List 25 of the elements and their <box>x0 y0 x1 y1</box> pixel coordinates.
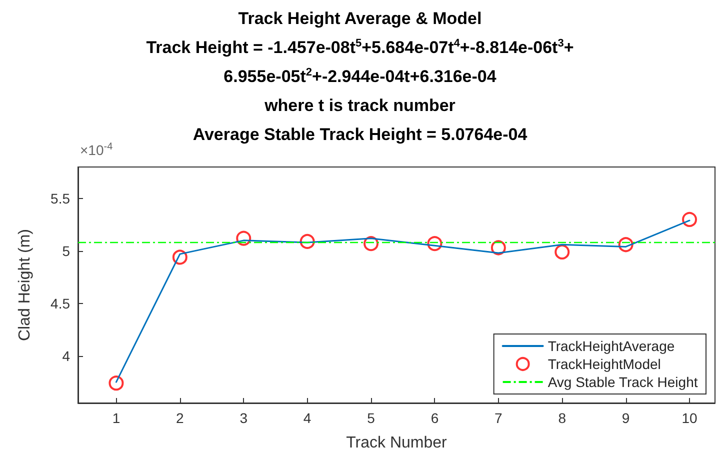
y-tick-label: 4 <box>62 348 70 364</box>
x-tick-label: 10 <box>682 410 698 426</box>
text: Track Height = -1.457e-08t$^{5}$+5.684e-07t$^{4}$+-8.814e-06t$^{3}$+ 6.955e-05t$^{2}$+-2.944e-04t+6.316e-04 where t is track number Average Stable Track Height = 5.0764e-04 <box>146 37 574 144</box>
y-tick-label: 5 <box>62 242 70 259</box>
x-axis-title: Track Number <box>346 434 448 452</box>
legend-label: TrackHeightModel <box>548 356 661 372</box>
x-tick-label: 6 <box>430 410 439 426</box>
y-tick-label: 4.5 <box>50 295 70 312</box>
y-tick-label: 5.5 <box>50 190 70 206</box>
legend-label: TrackHeightAverage <box>548 338 675 354</box>
point <box>108 376 124 391</box>
point <box>554 244 570 260</box>
point <box>682 212 698 227</box>
y-axis-title: Clad Height (m) <box>16 228 34 342</box>
text: ×10$^{-4}$ <box>80 141 113 158</box>
x-tick-label: 9 <box>622 410 630 426</box>
x-tick-label: 7 <box>494 410 503 426</box>
legend-label: Avg Stable Track Height <box>548 374 698 390</box>
x-tick-label: 5 <box>367 410 376 426</box>
x-tick-label: 1 <box>112 410 120 426</box>
x-tick-label: 3 <box>240 410 248 426</box>
x-tick-label: 2 <box>176 410 184 426</box>
x-tick-label: 8 <box>558 410 566 426</box>
x-tick-label: 4 <box>303 410 312 426</box>
chart-title: Track Height Average & Model <box>238 9 482 28</box>
